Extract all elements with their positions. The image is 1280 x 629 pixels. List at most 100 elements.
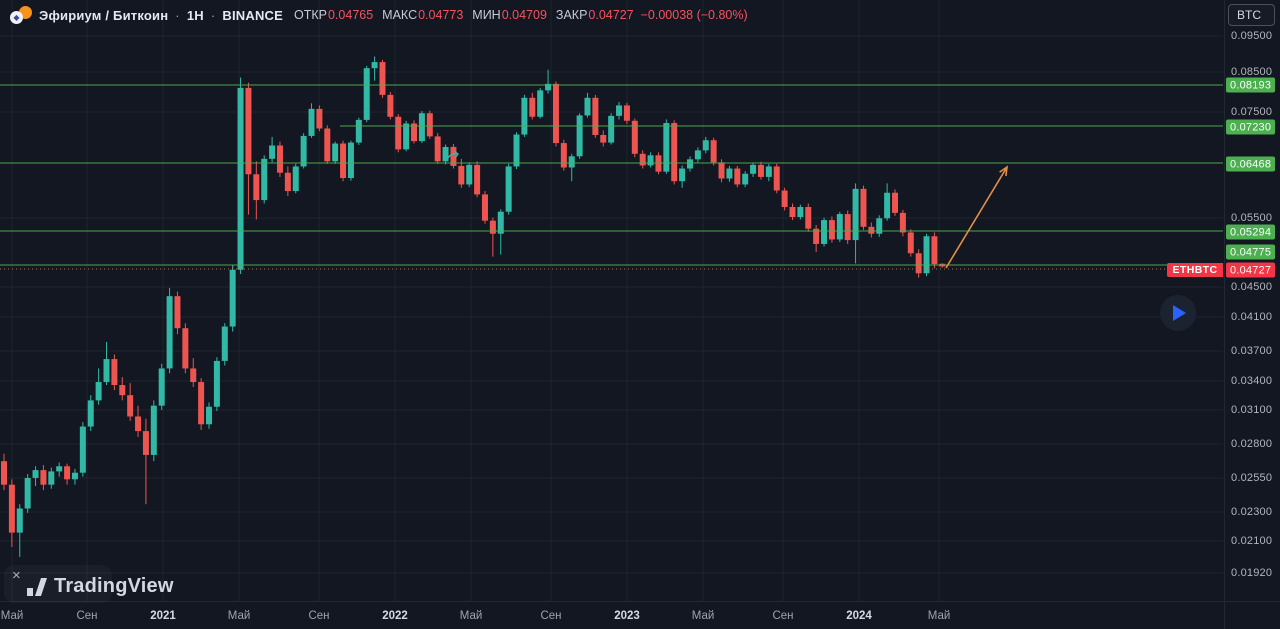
candle-body <box>237 87 244 270</box>
candle-body <box>1 461 7 485</box>
candle-body <box>852 188 859 241</box>
time-tick-month: Май <box>927 610 951 622</box>
price-tick-label: 0.03100 <box>1231 404 1273 416</box>
candle-body <box>8 484 15 533</box>
candle-body <box>694 150 701 160</box>
candle-body <box>71 472 78 480</box>
candle-body <box>545 83 552 91</box>
close-icon[interactable]: × <box>12 567 21 584</box>
level-price-label[interactable]: 0.08193 <box>1226 77 1276 93</box>
candle-body <box>552 83 559 144</box>
candle-body <box>899 212 906 233</box>
candle-body <box>671 123 678 182</box>
candle-body <box>64 466 71 480</box>
candle-body <box>647 155 654 166</box>
candle-body <box>166 296 173 369</box>
candle-body <box>892 192 899 213</box>
tradingview-logo[interactable]: TradingView <box>26 575 174 598</box>
time-tick-year: 2022 <box>382 610 408 622</box>
level-price-label[interactable]: 0.07230 <box>1226 119 1276 135</box>
candle-body <box>616 105 623 116</box>
go-to-realtime-button[interactable] <box>1160 295 1196 331</box>
high-label: МАКС <box>382 8 418 22</box>
time-tick-month: Сен <box>772 610 794 622</box>
candle-body <box>600 134 607 143</box>
candle-body <box>142 431 149 455</box>
candle-body <box>442 146 449 162</box>
trend-arrow[interactable] <box>945 166 1008 269</box>
candle-body <box>868 226 875 234</box>
level-price-label[interactable]: 0.06468 <box>1226 156 1276 172</box>
time-tick-year: 2024 <box>846 610 872 622</box>
time-tick-month: Май <box>691 610 715 622</box>
mini-arrow-drawing[interactable] <box>446 150 459 160</box>
play-icon <box>1173 305 1186 321</box>
candle-body <box>821 220 828 244</box>
price-tick-label: 0.02800 <box>1231 438 1273 450</box>
trend-arrow-head <box>999 165 1009 177</box>
candle-body <box>308 108 315 136</box>
candle-body <box>576 115 583 157</box>
candle-body <box>261 158 268 201</box>
symbol-legend[interactable]: ◆ Эфириум / Биткоин · 1Н · BINANCE ОТКР0… <box>10 6 748 24</box>
timeframe[interactable]: 1Н <box>186 7 204 23</box>
candle-body <box>87 400 94 427</box>
candle-body <box>135 416 142 432</box>
candle-body <box>387 94 394 117</box>
candle-body <box>426 113 433 137</box>
level-price-label[interactable]: 0.05294 <box>1226 224 1276 240</box>
low-value: 0.04709 <box>501 8 547 22</box>
candle-body <box>24 477 31 509</box>
candle-body <box>206 406 213 425</box>
ohlc-values: ОТКР0.04765 МАКС0.04773 МИН0.04709 ЗАКР0… <box>294 8 634 22</box>
price-axis[interactable]: BTC 0.09500 0.08500 0.07500 0.05500 0.04500 0… <box>1224 0 1280 601</box>
candle-body <box>560 143 567 168</box>
current-price-label: 0.04727 <box>1226 262 1276 278</box>
candle-body <box>789 206 796 218</box>
time-tick-month: Май <box>0 610 24 622</box>
price-tick-label: 0.09500 <box>1231 30 1273 42</box>
candlestick-chart[interactable] <box>0 0 1223 601</box>
candle-body <box>284 172 291 192</box>
symbol-title[interactable]: Эфириум / Биткоин <box>39 7 169 23</box>
candle-body <box>726 168 733 179</box>
candle-body <box>95 382 102 401</box>
candle-body <box>765 166 772 177</box>
candle-body <box>481 194 488 221</box>
close-label: ЗАКР <box>555 8 588 22</box>
low-label: МИН <box>472 8 501 22</box>
candle-body <box>411 123 418 142</box>
open-value: 0.04765 <box>327 8 374 22</box>
time-axis[interactable]: Май Сен 2021 Май Сен 2022 Май Сен 2023 Май Сен 2024… <box>0 601 1224 629</box>
price-tick-label: 0.03400 <box>1231 375 1273 387</box>
pair-logo-icon: ◆ <box>10 6 32 24</box>
candle-body <box>182 328 189 369</box>
candle-body <box>781 190 788 207</box>
candle-body <box>221 326 228 361</box>
time-tick-month: Май <box>459 610 483 622</box>
candle-body <box>537 90 544 117</box>
candle-body <box>276 145 283 173</box>
candle-body <box>742 173 749 185</box>
chart-canvas[interactable] <box>0 0 1223 601</box>
tradingview-logo-text: TradingView <box>54 575 174 597</box>
currency-unit-button[interactable]: BTC <box>1228 4 1275 26</box>
candle-body <box>229 269 236 327</box>
candle-body <box>127 395 134 417</box>
candle-body <box>474 164 481 195</box>
candle-body <box>631 120 638 154</box>
separator: · <box>175 7 180 23</box>
candle-body <box>489 220 496 234</box>
ethereum-logo-icon: ◆ <box>10 11 23 24</box>
candle-body <box>679 168 686 182</box>
candle-body <box>458 165 465 185</box>
level-price-label[interactable]: 0.04775 <box>1226 244 1276 260</box>
candle-body <box>324 128 331 162</box>
candle-body <box>434 136 441 162</box>
price-tick-label: 0.04100 <box>1231 311 1273 323</box>
tradingview-logo-icon <box>27 577 47 596</box>
candle-body <box>245 87 252 175</box>
candle-body <box>750 164 757 174</box>
candle-body <box>213 360 220 407</box>
